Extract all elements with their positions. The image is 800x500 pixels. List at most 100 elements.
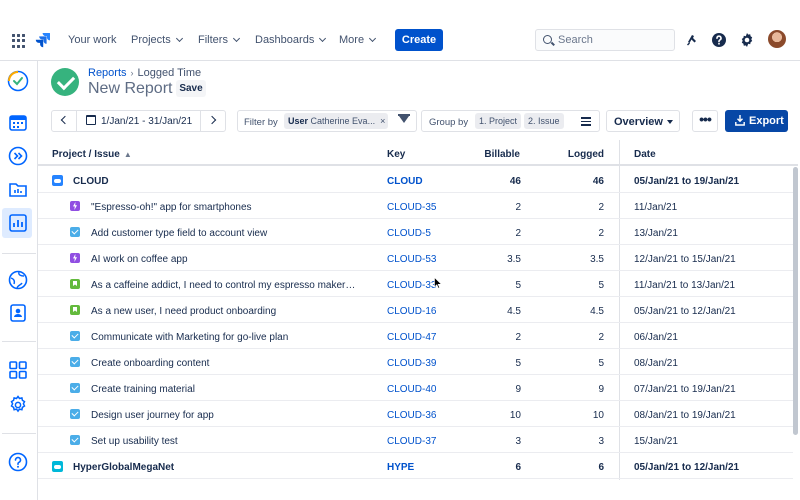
issue-key-link[interactable]: CLOUD-35 xyxy=(387,202,437,213)
chevron-right-icon xyxy=(207,115,217,125)
date-range-cell: 05/Jan/21 to 12/Jan/21 xyxy=(634,306,736,317)
table-row[interactable]: Add customer type field to account view C… xyxy=(38,219,793,245)
user-avatar[interactable] xyxy=(768,30,786,48)
timesheets-check-icon[interactable] xyxy=(7,70,29,92)
folder-chart-icon[interactable] xyxy=(7,178,29,200)
logged-hours: 46 xyxy=(592,176,604,187)
date-range-cell: 15/Jan/21 xyxy=(634,436,678,447)
project-group-row[interactable]: CLOUD CLOUD 46 46 05/Jan/21 to 19/Jan/21 xyxy=(38,167,793,193)
divider xyxy=(200,111,201,131)
logged-hours: 9 xyxy=(598,384,604,395)
column-header-key[interactable]: Key xyxy=(387,149,406,160)
billable-hours: 4.5 xyxy=(507,306,521,317)
issue-summary: Communicate with Marketing for go-live p… xyxy=(91,332,289,343)
table-row[interactable]: AI work on coffee app CLOUD-53 3.5 3.5 12/Ja… xyxy=(38,245,793,271)
breadcrumb-reports-link[interactable]: Reports xyxy=(88,67,127,79)
billable-hours: 2 xyxy=(515,332,521,343)
divider xyxy=(76,111,77,131)
export-button[interactable]: Export xyxy=(725,110,788,132)
more-actions-button[interactable]: ••• xyxy=(692,110,718,132)
notifications-icon[interactable] xyxy=(684,32,700,48)
logged-hours: 2 xyxy=(598,332,604,343)
issue-key-link[interactable]: CLOUD xyxy=(387,176,423,187)
date-range-value[interactable]: 1/Jan/21 - 31/Jan/21 xyxy=(101,116,193,127)
list-options-icon[interactable] xyxy=(581,117,591,128)
table-row[interactable]: "Espresso-oh!" app for smartphones CLOUD-… xyxy=(38,193,793,219)
issue-key-link[interactable]: CLOUD-39 xyxy=(387,358,437,369)
table-row[interactable]: Create onboarding content CLOUD-39 5 5 08/Ja… xyxy=(38,349,793,375)
user-card-icon[interactable] xyxy=(7,302,29,324)
help-icon[interactable] xyxy=(711,32,727,48)
save-button[interactable]: Save xyxy=(176,80,206,97)
nav-filters[interactable]: Filters xyxy=(198,34,240,46)
table-row[interactable]: Create training material CLOUD-40 9 9 07/Jan… xyxy=(38,375,793,401)
issue-summary[interactable]: HyperGlobalMegaNet xyxy=(73,462,175,473)
table-row[interactable]: Set up usability test CLOUD-37 3 3 15/Jan/21 xyxy=(38,427,793,453)
issue-key-link[interactable]: CLOUD-40 xyxy=(387,384,437,395)
billable-hours: 9 xyxy=(515,384,521,395)
fast-forward-icon[interactable] xyxy=(7,145,29,167)
issue-key-link[interactable]: CLOUD-47 xyxy=(387,332,437,343)
settings-gear-icon[interactable] xyxy=(739,32,755,48)
table-row[interactable]: As a new user, I need product onboarding… xyxy=(38,297,793,323)
issue-summary: As a caffeine addict, I need to control … xyxy=(91,280,356,291)
billable-hours: 2 xyxy=(515,202,521,213)
hype-project-icon xyxy=(52,461,63,472)
date-range-cell: 11/Jan/21 xyxy=(634,202,678,213)
nav-dashboards[interactable]: Dashboards xyxy=(255,34,327,46)
nav-more[interactable]: More xyxy=(339,34,377,46)
issue-key-link[interactable]: CLOUD-33 xyxy=(387,280,437,291)
help-circle-icon[interactable] xyxy=(7,451,29,473)
search-input[interactable] xyxy=(558,32,668,48)
chevron-left-icon xyxy=(60,115,70,125)
issue-key-link[interactable]: CLOUD-5 xyxy=(387,228,431,239)
chevron-down-icon xyxy=(175,34,183,43)
next-period-button[interactable] xyxy=(201,110,226,132)
column-header-billable[interactable]: Billable xyxy=(484,149,520,160)
report-title[interactable]: New Report xyxy=(88,80,173,97)
group-chip-issue[interactable]: 2. Issue xyxy=(524,113,564,129)
issue-key-link[interactable]: HYPE xyxy=(387,462,415,473)
group-chip-project[interactable]: 1. Project xyxy=(475,113,522,129)
date-range-cell: 12/Jan/21 to 15/Jan/21 xyxy=(634,254,736,265)
apps-grid-icon[interactable] xyxy=(7,359,29,381)
issue-key-link[interactable]: CLOUD-36 xyxy=(387,410,437,421)
issue-key-link[interactable]: CLOUD-53 xyxy=(387,254,437,265)
breadcrumb: Reports › Logged Time xyxy=(88,67,201,79)
filter-chip-user[interactable]: User Catherine Eva... × xyxy=(284,113,388,129)
view-select-dropdown[interactable]: Overview xyxy=(606,110,680,132)
column-header-date[interactable]: Date xyxy=(634,149,656,160)
issue-summary[interactable]: CLOUD xyxy=(73,176,109,187)
nav-your-work[interactable]: Your work xyxy=(68,34,117,46)
story-type-icon xyxy=(70,305,80,315)
globe-icon[interactable] xyxy=(7,269,29,291)
calendar-icon[interactable] xyxy=(7,111,29,133)
column-header-project-issue[interactable]: Project / Issue ▲ xyxy=(52,149,132,160)
project-group-row[interactable]: HyperGlobalMegaNet HYPE 6 6 05/Jan/21 to 12/… xyxy=(38,453,793,479)
billable-hours: 5 xyxy=(515,358,521,369)
task-type-icon xyxy=(70,435,80,445)
reports-chart-icon[interactable] xyxy=(7,212,29,234)
mouse-cursor-icon xyxy=(434,277,442,289)
app-switcher-icon[interactable] xyxy=(12,34,26,48)
nav-projects[interactable]: Projects xyxy=(131,34,183,46)
group-by-label: Group by xyxy=(429,117,469,128)
issue-key-link[interactable]: CLOUD-37 xyxy=(387,436,437,447)
table-row[interactable]: Design user journey for app CLOUD-36 10 10 0… xyxy=(38,401,793,427)
issue-key-link[interactable]: CLOUD-16 xyxy=(387,306,437,317)
settings-cog-icon[interactable] xyxy=(7,394,29,416)
table-row[interactable]: Communicate with Marketing for go-live p… xyxy=(38,323,793,349)
table-row[interactable]: As a caffeine addict, I need to control … xyxy=(38,271,793,297)
previous-period-button[interactable] xyxy=(51,110,77,132)
remove-filter-close-icon[interactable]: × xyxy=(380,116,386,126)
search-box[interactable] xyxy=(535,29,675,51)
vertical-scrollbar[interactable] xyxy=(793,167,798,435)
filter-chip-key: User xyxy=(288,116,309,126)
issue-summary: Create training material xyxy=(91,384,195,395)
logged-hours: 2 xyxy=(598,202,604,213)
create-button[interactable]: Create xyxy=(395,29,443,51)
date-range-cell: 06/Jan/21 xyxy=(634,332,678,343)
filter-funnel-icon[interactable] xyxy=(398,114,410,123)
column-header-logged[interactable]: Logged xyxy=(567,149,604,160)
jira-logo-icon[interactable] xyxy=(35,32,51,48)
